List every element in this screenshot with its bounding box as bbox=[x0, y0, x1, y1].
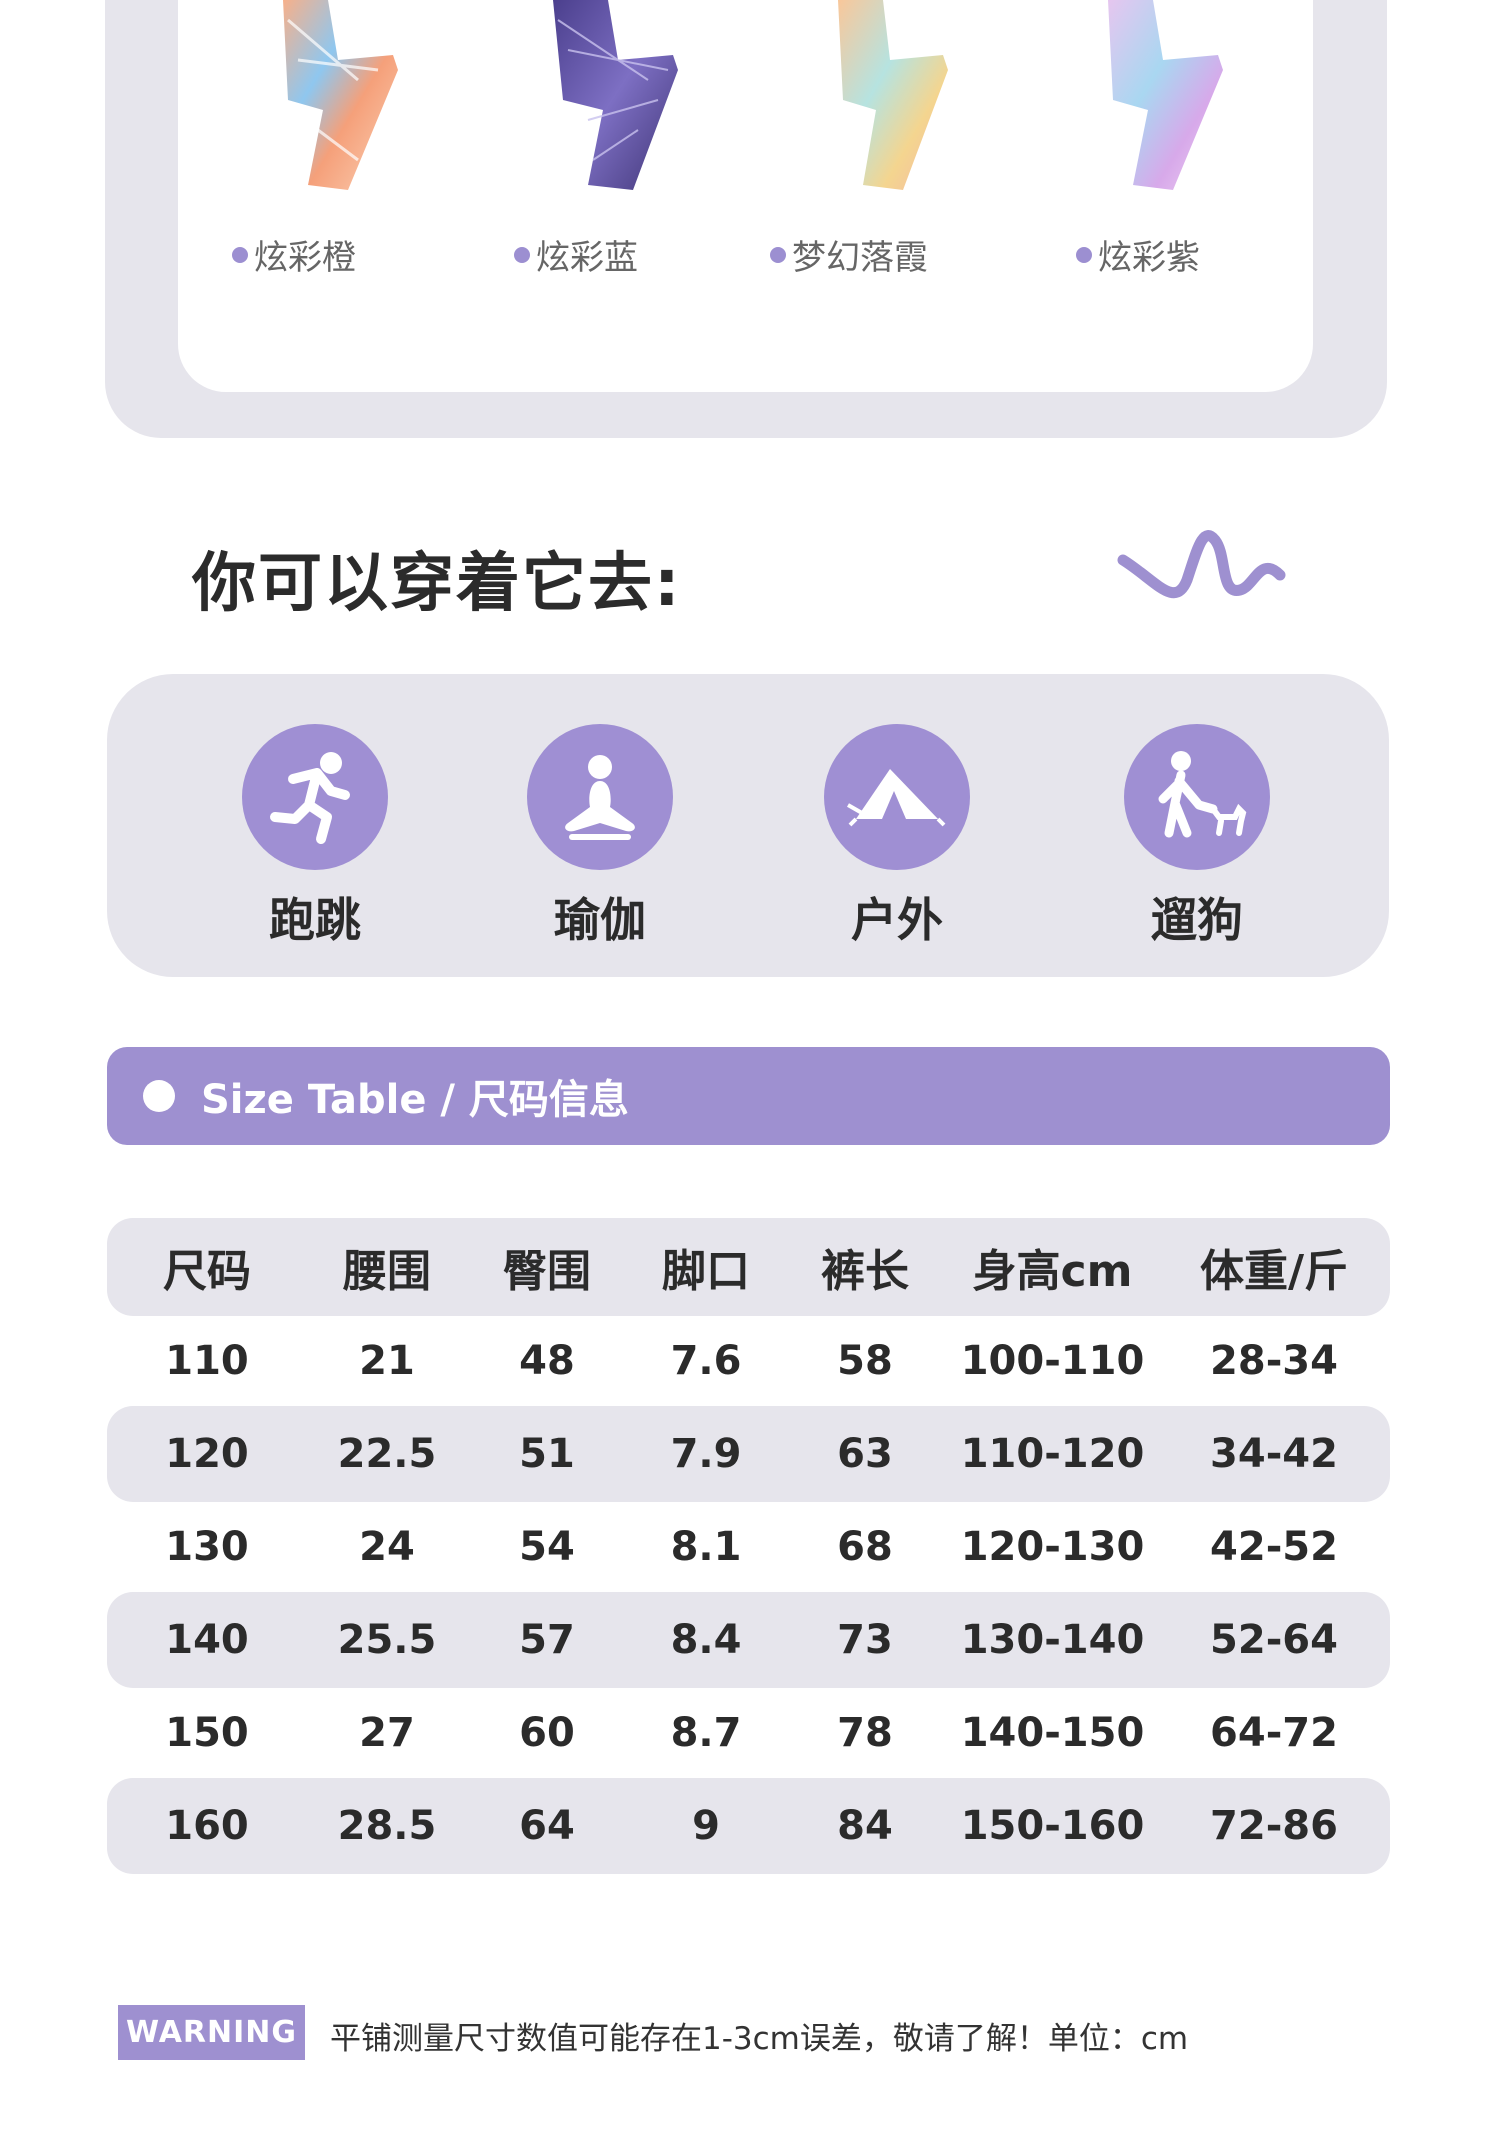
table-cell: 42-52 bbox=[1210, 1524, 1338, 1570]
table-cell: 27 bbox=[359, 1710, 415, 1756]
legging-blue-image[interactable] bbox=[548, 0, 688, 200]
activity-label: 户外 bbox=[851, 893, 943, 947]
activity-label: 遛狗 bbox=[1151, 893, 1243, 947]
table-cell: 28.5 bbox=[337, 1803, 437, 1849]
table-cell: 140-150 bbox=[960, 1710, 1145, 1756]
activity-yoga[interactable]: 瑜伽 bbox=[500, 724, 700, 950]
table-cell: 78 bbox=[837, 1710, 893, 1756]
table-row: 150 27 60 8.7 78 140-150 64-72 bbox=[107, 1685, 1390, 1781]
bullet-dot bbox=[232, 246, 248, 263]
table-cell: 51 bbox=[519, 1431, 575, 1477]
header-cell: 臀围 bbox=[503, 1246, 591, 1297]
table-row: 140 25.5 57 8.4 73 130-140 52-64 bbox=[107, 1592, 1390, 1688]
table-cell: 84 bbox=[837, 1803, 893, 1849]
banner-dot-icon bbox=[143, 1080, 175, 1112]
squiggle-decoration-icon bbox=[1117, 530, 1286, 599]
table-cell: 120 bbox=[165, 1431, 249, 1477]
table-cell: 140 bbox=[165, 1617, 249, 1663]
tent-icon bbox=[847, 769, 946, 827]
table-row: 160 28.5 64 9 84 150-160 72-86 bbox=[107, 1778, 1390, 1874]
table-cell: 110 bbox=[165, 1338, 249, 1384]
table-cell: 24 bbox=[359, 1524, 415, 1570]
table-cell: 9 bbox=[692, 1803, 720, 1849]
table-cell: 100-110 bbox=[960, 1338, 1145, 1384]
running-icon bbox=[270, 752, 350, 844]
table-cell: 150-160 bbox=[960, 1803, 1145, 1849]
activity-running[interactable]: 跑跳 bbox=[215, 724, 415, 950]
table-cell: 21 bbox=[359, 1338, 415, 1384]
swatch-label-sunset: 梦幻落霞 bbox=[770, 230, 928, 279]
table-cell: 150 bbox=[165, 1710, 249, 1756]
dog-walking-icon bbox=[1158, 751, 1247, 838]
table-cell: 52-64 bbox=[1210, 1617, 1338, 1663]
table-row: 120 22.5 51 7.9 63 110-120 34-42 bbox=[107, 1406, 1390, 1502]
header-cell: 裤长 bbox=[821, 1246, 909, 1297]
table-cell: 25.5 bbox=[337, 1617, 437, 1663]
table-cell: 130-140 bbox=[960, 1617, 1145, 1663]
legging-purple-image[interactable] bbox=[1093, 0, 1233, 200]
legging-orange-image[interactable] bbox=[268, 0, 408, 200]
table-cell: 110-120 bbox=[960, 1431, 1145, 1477]
table-cell: 7.9 bbox=[670, 1431, 742, 1477]
warning-text: 平铺测量尺寸数值可能存在1-3cm误差，敬请了解！单位：cm bbox=[330, 2021, 1189, 2057]
bullet-dot bbox=[770, 246, 786, 263]
header-cell: 脚口 bbox=[662, 1246, 750, 1297]
table-cell: 54 bbox=[519, 1524, 575, 1570]
table-cell: 22.5 bbox=[337, 1431, 437, 1477]
swatch-label-purple: 炫彩紫 bbox=[1076, 230, 1200, 279]
header-cell: 尺码 bbox=[163, 1246, 251, 1297]
size-table: 尺码 腰围 臀围 脚口 裤长 身高cm 体重/斤 110 21 48 7.6 5… bbox=[107, 1218, 1390, 1874]
header-cell: 身高cm bbox=[972, 1246, 1133, 1297]
table-cell: 34-42 bbox=[1210, 1431, 1338, 1477]
warning-badge: WARNING bbox=[118, 2005, 305, 2060]
activity-label: 瑜伽 bbox=[554, 893, 646, 947]
table-cell: 8.7 bbox=[670, 1710, 742, 1756]
size-table-banner: Size Table / 尺码信息 bbox=[107, 1047, 1390, 1145]
header-cell: 腰围 bbox=[343, 1246, 431, 1297]
table-cell: 160 bbox=[165, 1803, 249, 1849]
table-cell: 58 bbox=[837, 1338, 893, 1384]
table-cell: 57 bbox=[519, 1617, 575, 1663]
table-row: 130 24 54 8.1 68 120-130 42-52 bbox=[107, 1499, 1390, 1595]
table-cell: 72-86 bbox=[1210, 1803, 1338, 1849]
activity-dog-walking[interactable]: 遛狗 bbox=[1097, 724, 1297, 950]
table-cell: 120-130 bbox=[960, 1524, 1145, 1570]
swatch-label-orange: 炫彩橙 bbox=[232, 230, 356, 279]
swatch-label-blue: 炫彩蓝 bbox=[514, 230, 638, 279]
table-cell: 8.1 bbox=[670, 1524, 742, 1570]
section-heading: 你可以穿着它去: bbox=[192, 547, 682, 621]
table-cell: 28-34 bbox=[1210, 1338, 1338, 1384]
table-header-row: 尺码 腰围 臀围 脚口 裤长 身高cm 体重/斤 bbox=[107, 1218, 1390, 1316]
swatch-panel-inner: 炫彩橙 炫彩蓝 梦幻落霞 bbox=[178, 0, 1313, 392]
table-cell: 64 bbox=[519, 1803, 575, 1849]
activity-panel: 跑跳 瑜伽 户外 bbox=[107, 674, 1389, 977]
table-cell: 60 bbox=[519, 1710, 575, 1756]
table-cell: 63 bbox=[837, 1431, 893, 1477]
size-table-title: Size Table / 尺码信息 bbox=[201, 1077, 629, 1123]
table-cell: 8.4 bbox=[670, 1617, 742, 1663]
table-cell: 7.6 bbox=[670, 1338, 742, 1384]
legging-sunset-image[interactable] bbox=[818, 0, 958, 200]
table-cell: 64-72 bbox=[1210, 1710, 1338, 1756]
bullet-dot bbox=[514, 246, 530, 263]
table-row: 110 21 48 7.6 58 100-110 28-34 bbox=[107, 1313, 1390, 1409]
table-cell: 68 bbox=[837, 1524, 893, 1570]
activity-outdoor[interactable]: 户外 bbox=[797, 724, 997, 950]
yoga-icon bbox=[565, 755, 635, 840]
table-cell: 48 bbox=[519, 1338, 575, 1384]
header-cell: 体重/斤 bbox=[1199, 1246, 1349, 1297]
bullet-dot bbox=[1076, 246, 1092, 263]
table-cell: 130 bbox=[165, 1524, 249, 1570]
activity-label: 跑跳 bbox=[269, 893, 361, 947]
table-cell: 73 bbox=[837, 1617, 893, 1663]
